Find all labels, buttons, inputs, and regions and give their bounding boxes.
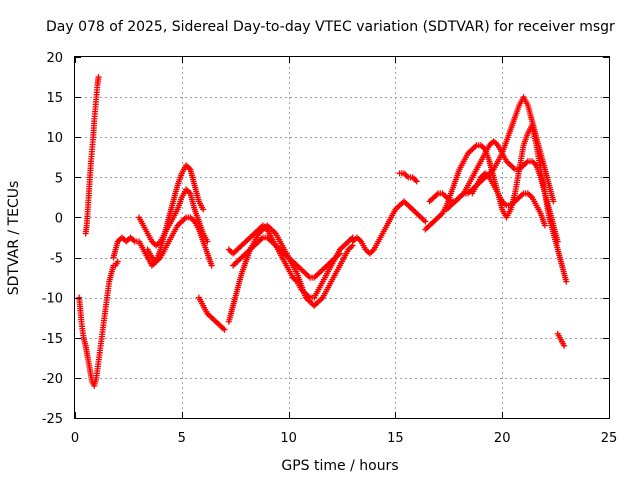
- series-arc-afternoon-b: [396, 170, 420, 185]
- data-point: [541, 222, 548, 229]
- data-point: [563, 278, 570, 285]
- y-tick-label: 0: [55, 211, 63, 226]
- axis-ticks: 0 5 10 15 20 25 -25 -20 -15 -10 -5 0 5 10 15 20: [42, 51, 618, 446]
- y-tick-label: -25: [42, 412, 63, 427]
- data-point: [221, 326, 228, 333]
- series-arc-morning-gap: [195, 294, 228, 333]
- data-point: [200, 206, 207, 213]
- series-arc-early-dip: [76, 258, 121, 389]
- data-marks: [76, 74, 570, 389]
- x-tick-label: 25: [601, 431, 618, 446]
- y-axis-label: SDTVAR / TECUs: [6, 181, 22, 296]
- chart-title: Day 078 of 2025, Sidereal Day-to-day VTE…: [46, 19, 615, 35]
- y-tick-label: 20: [46, 51, 63, 66]
- y-tick-label: -5: [50, 252, 63, 267]
- x-tick-label: 10: [280, 431, 297, 446]
- y-tick-label: -15: [42, 332, 63, 347]
- data-point: [550, 198, 557, 205]
- data-point: [422, 218, 429, 225]
- data-point: [336, 250, 343, 257]
- series-arc-morning-a: [110, 162, 207, 269]
- y-tick-label: -20: [42, 372, 63, 387]
- plot-frame: [74, 56, 610, 419]
- x-tick-label: 15: [387, 431, 404, 446]
- series-arc-afternoon-a: [349, 198, 429, 257]
- series-arc-early-rise: [82, 74, 102, 237]
- x-axis-label: GPS time / hours: [281, 458, 398, 474]
- grid: [75, 57, 609, 418]
- y-tick-label: 15: [46, 91, 63, 106]
- data-point: [561, 342, 568, 349]
- data-point: [114, 258, 121, 265]
- y-tick-label: 10: [46, 131, 63, 146]
- series-arc-midday-c: [230, 234, 343, 281]
- series-arc-late-end: [554, 330, 568, 349]
- series-arc-evening-d: [469, 170, 548, 229]
- x-tick-label: 0: [71, 431, 79, 446]
- x-tick-label: 5: [178, 431, 186, 446]
- series-arc-morning-c: [144, 214, 215, 269]
- x-tick-label: 20: [494, 431, 511, 446]
- y-tick-label: -10: [42, 292, 63, 307]
- data-point: [208, 262, 215, 269]
- data-point: [95, 74, 102, 81]
- y-tick-label: 5: [55, 171, 63, 186]
- data-point: [413, 178, 420, 185]
- data-point: [554, 238, 561, 245]
